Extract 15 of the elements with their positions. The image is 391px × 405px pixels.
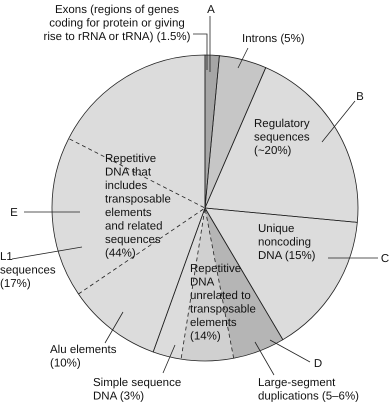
slice-label: L1 sequences (17%) bbox=[0, 251, 56, 290]
slice-label: Alu elements (10%) bbox=[50, 344, 117, 370]
text: Repetitive DNA that includes transposable elements and related sequences (44%) bbox=[105, 153, 171, 260]
text: D bbox=[314, 358, 322, 370]
text: A bbox=[207, 4, 216, 16]
slice-label: Exons (regions of genes coding for protein or giving rise to rRNA or tRNA) (1.5%) bbox=[44, 4, 191, 43]
slice-label: Large-segment duplications (5–6%) bbox=[258, 377, 360, 402]
text: E bbox=[10, 207, 18, 219]
slice-label: Introns (5%) bbox=[242, 33, 305, 45]
text: C bbox=[380, 253, 390, 265]
slice-label: Repetitive DNA unrelated to transposable elements (14%) bbox=[190, 263, 256, 342]
slice-label: Unique noncoding DNA (15%) bbox=[258, 223, 316, 262]
slice-label: Regulatory sequences (~20%) bbox=[254, 118, 310, 157]
text: B bbox=[356, 91, 364, 103]
slice-label: Simple sequence DNA (3%) bbox=[93, 377, 182, 402]
